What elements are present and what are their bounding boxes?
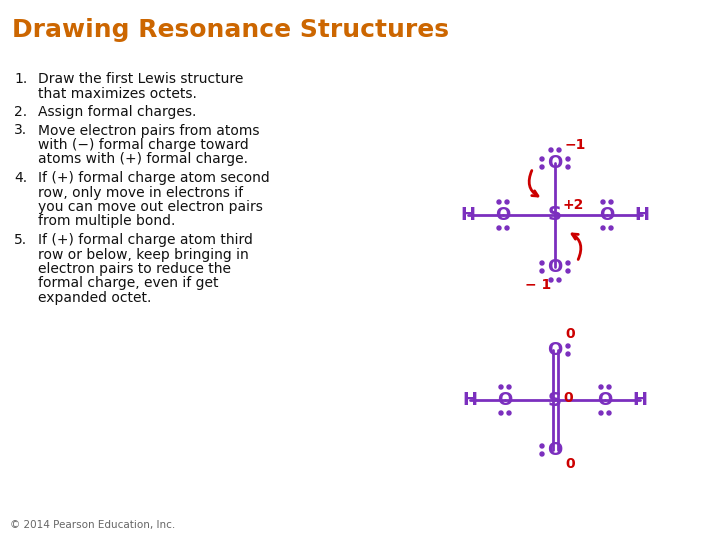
Circle shape	[505, 226, 509, 230]
Text: formal charge, even if get: formal charge, even if get	[38, 276, 218, 291]
Text: H: H	[461, 206, 475, 224]
Text: If (+) formal charge atom third: If (+) formal charge atom third	[38, 233, 253, 247]
Text: expanded octet.: expanded octet.	[38, 291, 151, 305]
Text: 0: 0	[565, 457, 575, 471]
Text: 0: 0	[565, 327, 575, 341]
Text: H: H	[632, 391, 647, 409]
Circle shape	[566, 165, 570, 169]
Circle shape	[540, 444, 544, 448]
Text: 2.: 2.	[14, 105, 27, 119]
Circle shape	[601, 200, 605, 204]
Circle shape	[557, 278, 561, 282]
Text: O: O	[547, 154, 562, 172]
Text: +2: +2	[563, 198, 585, 212]
Circle shape	[540, 157, 544, 161]
Text: electron pairs to reduce the: electron pairs to reduce the	[38, 262, 231, 276]
Text: O: O	[498, 391, 513, 409]
Text: 0: 0	[563, 391, 572, 405]
Circle shape	[507, 411, 511, 415]
Text: H: H	[634, 206, 649, 224]
Text: 3.: 3.	[14, 124, 27, 138]
Text: − 1: − 1	[525, 278, 552, 292]
Text: 1.: 1.	[14, 72, 27, 86]
Circle shape	[557, 148, 561, 152]
Text: row, only move in electrons if: row, only move in electrons if	[38, 186, 243, 199]
Circle shape	[499, 411, 503, 415]
Circle shape	[497, 226, 501, 230]
Circle shape	[609, 226, 613, 230]
Text: 4.: 4.	[14, 171, 27, 185]
Circle shape	[507, 385, 511, 389]
Circle shape	[607, 385, 611, 389]
Circle shape	[566, 261, 570, 265]
Text: that maximizes octets.: that maximizes octets.	[38, 86, 197, 100]
Circle shape	[505, 200, 509, 204]
Text: O: O	[547, 341, 562, 359]
Circle shape	[599, 385, 603, 389]
Circle shape	[566, 344, 570, 348]
Circle shape	[540, 452, 544, 456]
Circle shape	[549, 278, 553, 282]
Text: −1: −1	[565, 138, 586, 152]
Text: O: O	[599, 206, 615, 224]
Circle shape	[609, 200, 613, 204]
Circle shape	[549, 148, 553, 152]
Text: O: O	[598, 391, 613, 409]
Text: Assign formal charges.: Assign formal charges.	[38, 105, 197, 119]
Text: 5.: 5.	[14, 233, 27, 247]
Text: S: S	[548, 206, 562, 225]
Circle shape	[601, 226, 605, 230]
Text: O: O	[547, 258, 562, 276]
Text: Draw the first Lewis structure: Draw the first Lewis structure	[38, 72, 243, 86]
Text: atoms with (+) formal charge.: atoms with (+) formal charge.	[38, 152, 248, 166]
Circle shape	[566, 157, 570, 161]
Text: Drawing Resonance Structures: Drawing Resonance Structures	[12, 18, 449, 42]
Text: © 2014 Pearson Education, Inc.: © 2014 Pearson Education, Inc.	[10, 520, 175, 530]
Circle shape	[497, 200, 501, 204]
Text: O: O	[495, 206, 510, 224]
Circle shape	[607, 411, 611, 415]
Circle shape	[540, 269, 544, 273]
Text: If (+) formal charge atom second: If (+) formal charge atom second	[38, 171, 270, 185]
Text: row or below, keep bringing in: row or below, keep bringing in	[38, 247, 248, 261]
Text: S: S	[548, 390, 562, 409]
Text: O: O	[547, 441, 562, 459]
Text: with (−) formal charge toward: with (−) formal charge toward	[38, 138, 248, 152]
Text: Move electron pairs from atoms: Move electron pairs from atoms	[38, 124, 259, 138]
Circle shape	[540, 165, 544, 169]
Text: from multiple bond.: from multiple bond.	[38, 214, 176, 228]
Circle shape	[499, 385, 503, 389]
Text: H: H	[462, 391, 477, 409]
Circle shape	[599, 411, 603, 415]
Circle shape	[566, 269, 570, 273]
Text: you can move out electron pairs: you can move out electron pairs	[38, 200, 263, 214]
Circle shape	[566, 352, 570, 356]
Circle shape	[540, 261, 544, 265]
